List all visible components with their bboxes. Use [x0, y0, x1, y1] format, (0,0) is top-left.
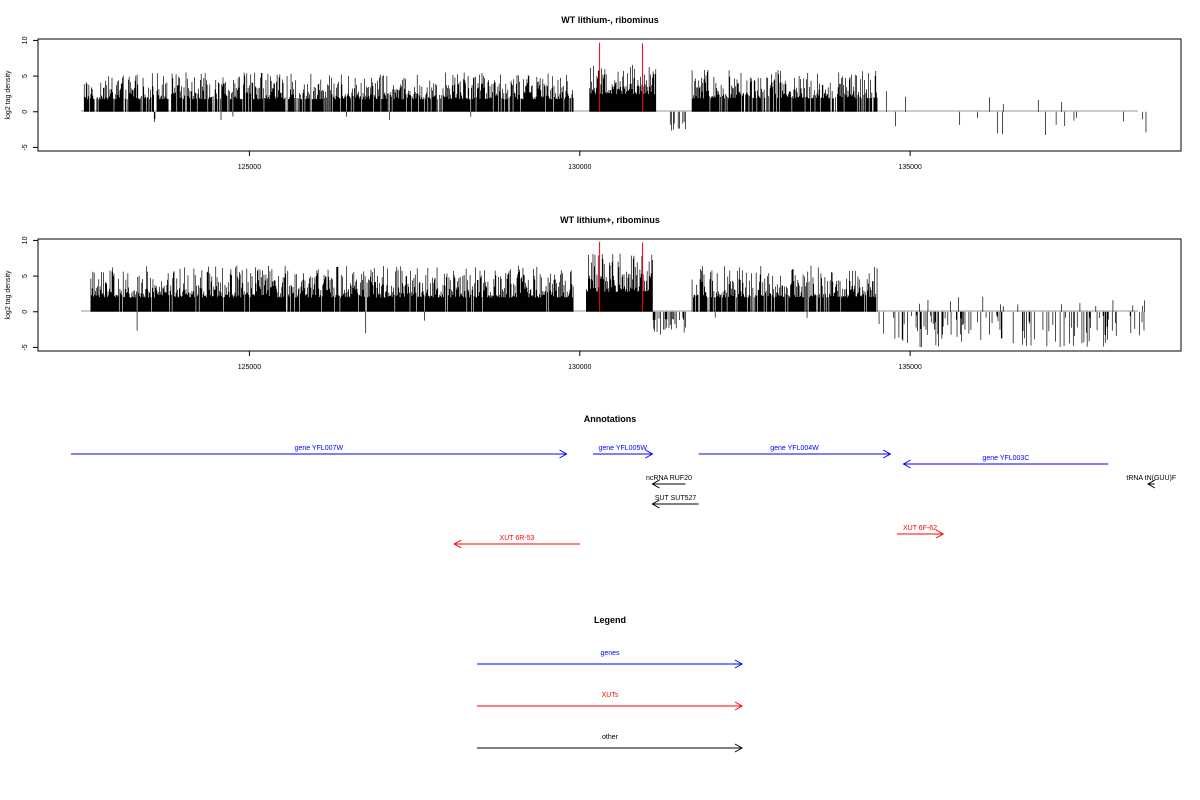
y-tick-label: 10	[22, 236, 29, 244]
legend-label: XUTs	[602, 692, 619, 699]
density-bars	[83, 64, 1147, 135]
x-tick-label: 125000	[238, 164, 261, 171]
y-tick-label: 10	[22, 36, 29, 44]
chart-panel-lithium-minus: WT lithium-, ribominus log2 tag density …	[5, 15, 1182, 171]
feature-label: gene YFL005W	[598, 445, 647, 452]
chart-panel-lithium-plus: WT lithium+, ribominus log2 tag density …	[5, 215, 1182, 371]
feature-gene	[698, 449, 892, 459]
feature-label: XUT 6R-53	[500, 535, 535, 542]
legend-arrow-other	[477, 743, 744, 753]
x-tick-label: 125000	[238, 364, 261, 371]
legend: Legend genes XUTs other	[477, 615, 744, 753]
y-tick-label: 0	[22, 310, 29, 314]
bar-series	[90, 241, 1146, 348]
y-axis: -5 0 5 10	[22, 236, 38, 351]
feature-gene	[902, 459, 1109, 469]
feature-list: gene YFL007W gene YFL005W gene YFL004W gene…	[71, 445, 1176, 549]
chart-title: WT lithium+, ribominus	[560, 215, 660, 225]
bar-series	[83, 42, 1147, 135]
feature-label: gene YFL004W	[770, 445, 819, 452]
annotations-title: Annotations	[584, 414, 637, 424]
annotations-track: Annotations gene YFL007W gene YFL005W gene…	[71, 414, 1176, 549]
y-tick-label: 0	[22, 110, 29, 114]
feature-label: SUT SUT527	[655, 495, 697, 502]
y-tick-label: 5	[22, 74, 29, 78]
chart-title: WT lithium-, ribominus	[561, 15, 659, 25]
y-tick-label: -5	[22, 344, 29, 350]
x-tick-label: 130000	[568, 164, 591, 171]
y-axis: -5 0 5 10	[22, 36, 38, 151]
legend-entries: genes XUTs other	[477, 650, 744, 753]
feature-gene	[592, 449, 654, 459]
legend-label: genes	[600, 650, 620, 657]
x-tick-label: 130000	[568, 364, 591, 371]
y-axis-label: log2 tag density	[5, 270, 12, 320]
y-tick-label: -5	[22, 144, 29, 150]
x-axis: 125000 130000 135000	[238, 150, 922, 171]
y-tick-label: 5	[22, 274, 29, 278]
feature-label: XUT 6F-62	[903, 525, 937, 532]
feature-other	[651, 499, 699, 509]
legend-label: other	[602, 734, 619, 741]
feature-label: ncRNA RUF20	[646, 475, 692, 482]
feature-label: tRNA tN(GUU)F	[1126, 475, 1176, 482]
feature-xut	[453, 539, 580, 549]
x-tick-label: 135000	[898, 164, 921, 171]
feature-other	[651, 479, 686, 489]
feature-label: gene YFL007W	[295, 445, 344, 452]
feature-gene	[71, 449, 568, 459]
legend-arrow-gene	[477, 659, 744, 669]
feature-other	[1146, 479, 1156, 489]
density-bars	[90, 253, 1146, 348]
legend-title: Legend	[594, 615, 626, 625]
x-tick-label: 135000	[898, 364, 921, 371]
feature-xut	[896, 529, 945, 539]
x-axis: 125000 130000 135000	[238, 350, 922, 371]
feature-label: gene YFL003C	[982, 455, 1029, 462]
y-axis-label: log2 tag density	[5, 70, 12, 120]
legend-arrow-xut	[477, 701, 744, 711]
